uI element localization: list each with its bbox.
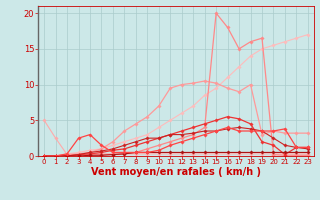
X-axis label: Vent moyen/en rafales ( km/h ): Vent moyen/en rafales ( km/h ) <box>91 167 261 177</box>
